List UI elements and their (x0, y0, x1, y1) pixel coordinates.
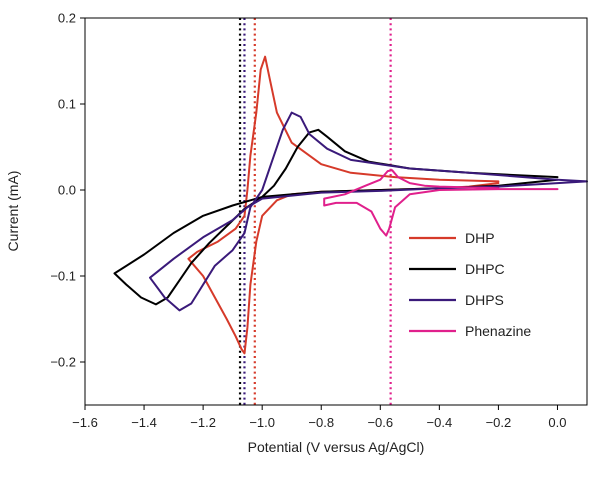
x-tick-label: −1.2 (190, 415, 216, 430)
y-tick-label: −0.1 (50, 269, 76, 284)
y-tick-label: 0.2 (58, 11, 76, 26)
x-tick-label: −1.0 (249, 415, 275, 430)
x-axis-ticks: −1.6 −1.4 −1.2 −1.0 −0.8 −0.6 −0.4 −0.2 0.0 (72, 405, 567, 430)
plot-frame (84, 17, 588, 406)
series-line-dhps (149, 111, 588, 312)
y-tick-label: 0.1 (58, 97, 76, 112)
x-tick-label: 0.0 (548, 415, 566, 430)
legend-label-dhpc: DHPC (465, 261, 505, 277)
reference-lines (238, 18, 392, 405)
legend-label-phenazine: Phenazine (465, 323, 531, 339)
legend: DHP DHPC DHPS Phenazine (409, 230, 531, 339)
x-axis-title: Potential (V versus Ag/AgCl) (248, 439, 425, 455)
series-lines (113, 55, 588, 355)
legend-label-dhp: DHP (465, 230, 495, 246)
series-line-phenazine (323, 169, 559, 237)
y-axis-ticks: −0.2 −0.1 0.0 0.1 0.2 (50, 11, 85, 370)
x-tick-label: −1.6 (72, 415, 98, 430)
y-tick-label: −0.2 (50, 355, 76, 370)
x-tick-label: −1.4 (131, 415, 157, 430)
y-tick-label: 0.0 (58, 183, 76, 198)
series-line-dhpc (113, 128, 559, 306)
x-tick-label: −0.2 (486, 415, 512, 430)
x-tick-label: −0.4 (427, 415, 453, 430)
series-line-dhp (187, 55, 500, 355)
x-tick-label: −0.8 (308, 415, 334, 430)
y-axis-title: Current (mA) (5, 171, 21, 252)
x-tick-label: −0.6 (367, 415, 393, 430)
legend-label-dhps: DHPS (465, 292, 504, 308)
